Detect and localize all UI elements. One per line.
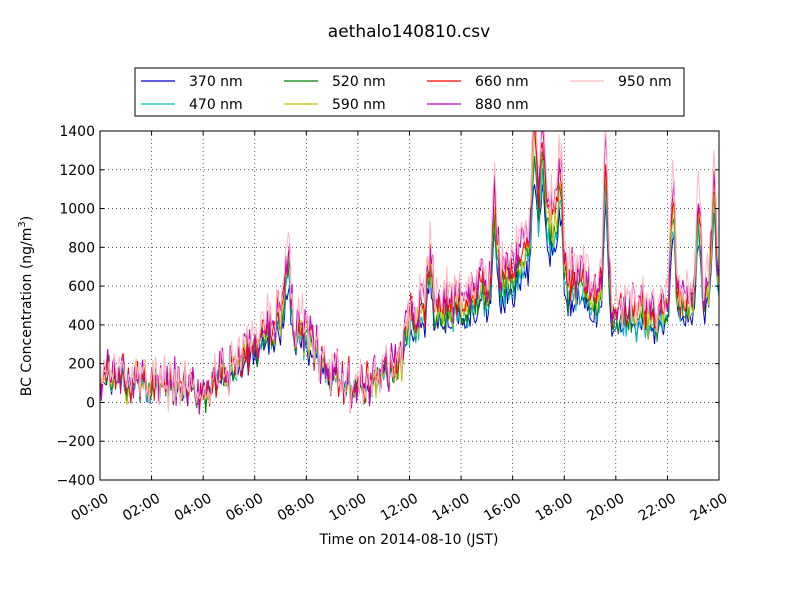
- x-tick-label: 24:00: [688, 491, 731, 525]
- legend-label: 950 nm: [618, 74, 672, 90]
- y-tick-label: 400: [68, 318, 95, 334]
- x-tick-label: 16:00: [481, 491, 524, 525]
- x-tick-label: 22:00: [636, 491, 679, 525]
- x-tick-label: 02:00: [120, 491, 163, 525]
- x-tick-label: 14:00: [430, 491, 473, 525]
- x-tick-label: 20:00: [584, 491, 627, 525]
- x-tick-label: 04:00: [172, 491, 215, 525]
- x-tick-label: 08:00: [275, 491, 318, 525]
- legend-label: 660 nm: [475, 74, 529, 90]
- legend-box: [134, 67, 685, 117]
- x-axis-label: Time on 2014-08-10 (JST): [319, 532, 499, 548]
- y-tick-label: −400: [57, 473, 95, 489]
- x-tick-label: 18:00: [533, 491, 576, 525]
- y-tick-label: 800: [68, 240, 95, 256]
- y-tick-label: 0: [86, 395, 95, 411]
- y-axis-label-main: BC Concentration (ng/m: [19, 228, 35, 397]
- legend-label: 880 nm: [475, 97, 529, 113]
- axis-ticks: [99, 130, 720, 481]
- legend: 370 nm 470 nm 520 nm 590 nm 660 nm 880 nm 950 …: [134, 67, 685, 117]
- x-tick-label: 06:00: [223, 491, 266, 525]
- x-tick-label: 10:00: [326, 491, 369, 525]
- y-tick-labels: −400 −200 0 200 400 600 800 1000 1200 1400: [57, 124, 95, 489]
- y-axis-label-superscript: 3: [17, 221, 28, 227]
- y-tick-label: −200: [57, 434, 95, 450]
- legend-items: 370 nm 470 nm 520 nm 590 nm 660 nm 880 nm 950 …: [141, 74, 672, 113]
- legend-label: 590 nm: [332, 97, 386, 113]
- y-axis-label-close: ): [19, 216, 35, 221]
- series-lines: [100, 131, 719, 415]
- y-tick-label: 1200: [59, 163, 95, 179]
- legend-label: 370 nm: [189, 74, 243, 90]
- y-tick-label: 200: [68, 357, 95, 373]
- x-tick-label: 12:00: [378, 491, 421, 525]
- y-tick-label: 1000: [59, 202, 95, 218]
- y-tick-label: 600: [68, 279, 95, 295]
- series-line: [100, 131, 719, 415]
- series-line: [100, 131, 719, 414]
- legend-label: 470 nm: [189, 97, 243, 113]
- x-tick-labels: 00:00 02:00 04:00 06:00 08:00 10:00 12:00 14:00…: [69, 491, 731, 525]
- y-tick-label: 1400: [59, 124, 95, 140]
- x-tick-label: 00:00: [69, 491, 112, 525]
- chart-title: aethalo140810.csv: [328, 22, 490, 42]
- legend-label: 520 nm: [332, 74, 386, 90]
- y-axis-label: BC Concentration (ng/m3): [17, 216, 35, 397]
- grid-lines: [100, 131, 719, 480]
